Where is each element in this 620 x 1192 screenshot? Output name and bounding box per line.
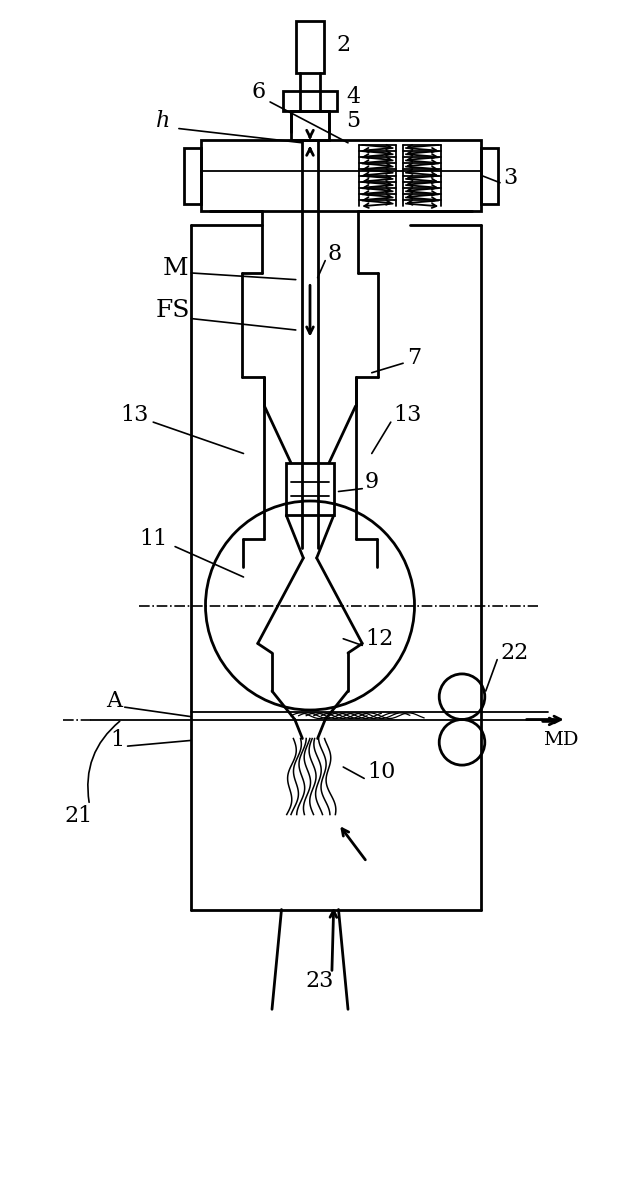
Text: 7: 7 [407, 348, 421, 370]
Bar [291, 112, 329, 139]
Text: MD: MD [542, 732, 578, 750]
Bar [296, 21, 324, 74]
Text: 11: 11 [139, 528, 167, 550]
Bar [286, 462, 334, 515]
Bar [184, 148, 201, 204]
Text: 23: 23 [305, 970, 334, 992]
Text: 22: 22 [500, 642, 528, 664]
Text: 6: 6 [251, 81, 265, 104]
Text: 4: 4 [346, 86, 360, 108]
Text: A: A [106, 689, 122, 712]
Text: 10: 10 [367, 760, 396, 783]
Text: 9: 9 [365, 471, 379, 493]
Text: FS: FS [156, 299, 190, 323]
Bar [283, 91, 337, 112]
Text: 13: 13 [120, 404, 148, 427]
Bar [481, 148, 498, 204]
Text: 12: 12 [365, 628, 393, 650]
Text: 8: 8 [327, 243, 342, 265]
Text: 21: 21 [65, 806, 93, 827]
Bar [201, 139, 481, 211]
Text: 1: 1 [110, 730, 125, 751]
Text: M: M [162, 256, 188, 280]
Text: 13: 13 [394, 404, 422, 427]
Text: h: h [156, 110, 171, 132]
Text: 5: 5 [346, 110, 360, 132]
Text: 2: 2 [337, 33, 351, 56]
Text: 3: 3 [503, 167, 517, 190]
